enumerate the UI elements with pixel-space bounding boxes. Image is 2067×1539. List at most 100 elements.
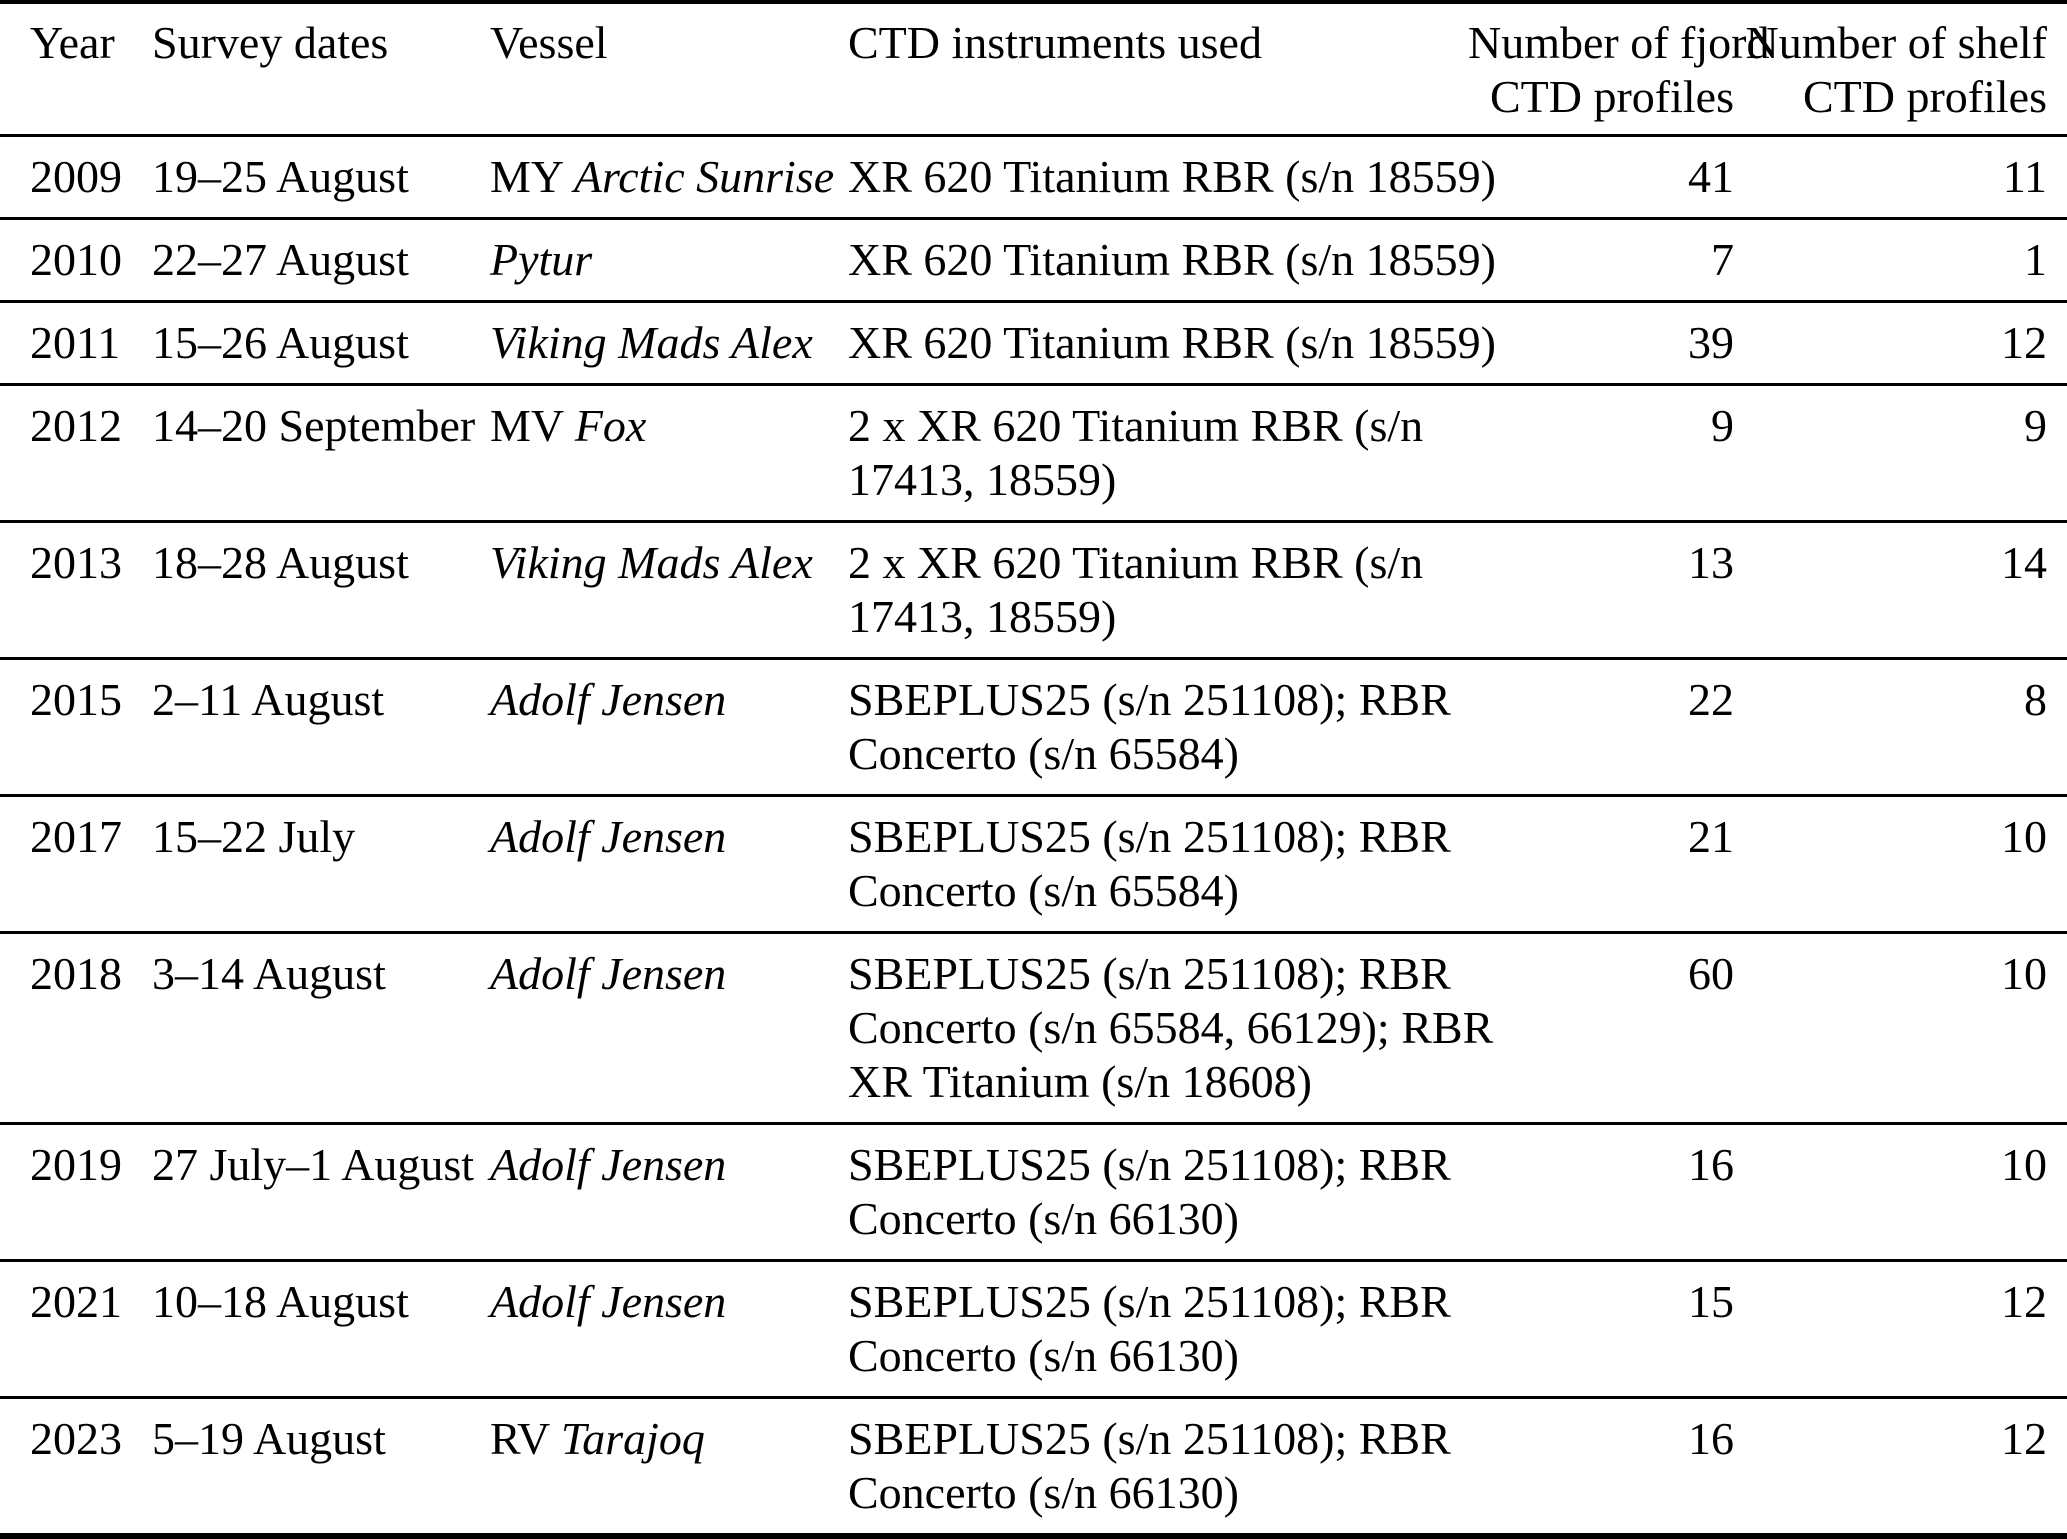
instruments-cell: SBEPLUS25 (s/n 251108); RBR Concerto (s/…	[848, 948, 1494, 1107]
vessel-cell: MV Fox	[490, 385, 848, 522]
vessel-name: Arctic Sunrise	[573, 151, 835, 202]
dates-cell: 10–18 August	[152, 1276, 409, 1327]
fjord-count-cell: 22	[1688, 674, 1734, 725]
vessel-cell: RV Tarajoq	[490, 1398, 848, 1537]
table-row: 2017 15–22 July Adolf Jensen SBEPLUS25 (…	[0, 796, 2067, 933]
table-row: 2010 22–27 August Pytur XR 620 Titanium …	[0, 219, 2067, 302]
vessel-name: Pytur	[490, 234, 593, 285]
fjord-count-cell: 16	[1688, 1139, 1734, 1190]
instruments-cell: XR 620 Titanium RBR (s/n 18559)	[848, 234, 1496, 285]
instruments-cell: SBEPLUS25 (s/n 251108); RBR Concerto (s/…	[848, 811, 1451, 916]
year-cell: 2010	[30, 234, 122, 285]
dates-cell: 15–22 July	[152, 811, 356, 862]
instruments-cell: SBEPLUS25 (s/n 251108); RBR Concerto (s/…	[848, 1276, 1451, 1381]
header-row: Year Survey dates Vessel CTD instruments…	[0, 2, 2067, 136]
instruments-cell: SBEPLUS25 (s/n 251108); RBR Concerto (s/…	[848, 1139, 1451, 1244]
col-header-ctd-instruments: CTD instruments used	[848, 17, 1262, 68]
shelf-count-cell: 12	[2001, 1276, 2047, 1327]
year-cell: 2012	[30, 400, 122, 451]
fjord-count-cell: 60	[1688, 948, 1734, 999]
vessel-cell: Adolf Jensen	[490, 1124, 848, 1261]
shelf-count-cell: 10	[2001, 948, 2047, 999]
year-cell: 2018	[30, 948, 122, 999]
vessel-name: Adolf Jensen	[490, 948, 727, 999]
shelf-count-cell: 12	[2001, 1413, 2047, 1464]
vessel-cell: Adolf Jensen	[490, 796, 848, 933]
vessel-name: Adolf Jensen	[490, 674, 727, 725]
fjord-count-cell: 39	[1688, 317, 1734, 368]
fjord-count-cell: 41	[1688, 151, 1734, 202]
col-header-vessel: Vessel	[490, 17, 608, 68]
vessel-name: Viking Mads Alex	[490, 537, 813, 588]
dates-cell: 27 July–1 August	[152, 1139, 475, 1190]
year-cell: 2017	[30, 811, 122, 862]
dates-cell: 14–20 September	[152, 400, 476, 451]
shelf-count-cell: 9	[2024, 400, 2047, 451]
vessel-cell: Adolf Jensen	[490, 1261, 848, 1398]
year-cell: 2009	[30, 151, 122, 202]
col-header-year: Year	[30, 17, 115, 68]
instruments-cell: 2 x XR 620 Titanium RBR (s/n 17413, 1855…	[848, 400, 1424, 505]
vessel-prefix: MY	[490, 151, 574, 202]
table-row: 2011 15–26 August Viking Mads Alex XR 62…	[0, 302, 2067, 385]
shelf-count-cell: 11	[2002, 151, 2047, 202]
dates-cell: 15–26 August	[152, 317, 409, 368]
instruments-cell: XR 620 Titanium RBR (s/n 18559)	[848, 151, 1496, 202]
table-row: 2023 5–19 August RV Tarajoq SBEPLUS25 (s…	[0, 1398, 2067, 1537]
table-row: 2012 14–20 September MV Fox 2 x XR 620 T…	[0, 385, 2067, 522]
vessel-cell: Adolf Jensen	[490, 659, 848, 796]
vessel-cell: MY Arctic Sunrise	[490, 136, 848, 219]
vessel-cell: Viking Mads Alex	[490, 302, 848, 385]
table-body: 2009 19–25 August MY Arctic Sunrise XR 6…	[0, 136, 2067, 1537]
year-cell: 2019	[30, 1139, 122, 1190]
vessel-cell: Viking Mads Alex	[490, 522, 848, 659]
dates-cell: 18–28 August	[152, 537, 409, 588]
year-cell: 2021	[30, 1276, 122, 1327]
col-header-survey-dates: Survey dates	[152, 17, 389, 68]
fjord-count-cell: 13	[1688, 537, 1734, 588]
vessel-name: Adolf Jensen	[490, 811, 727, 862]
col-header-shelf-profiles: Number of shelf CTD profiles	[1745, 17, 2047, 122]
dates-cell: 22–27 August	[152, 234, 409, 285]
table-row: 2021 10–18 August Adolf Jensen SBEPLUS25…	[0, 1261, 2067, 1398]
table-row: 2015 2–11 August Adolf Jensen SBEPLUS25 …	[0, 659, 2067, 796]
shelf-count-cell: 14	[2001, 537, 2047, 588]
instruments-cell: SBEPLUS25 (s/n 251108); RBR Concerto (s/…	[848, 674, 1451, 779]
shelf-count-cell: 8	[2024, 674, 2047, 725]
shelf-count-cell: 10	[2001, 811, 2047, 862]
table-row: 2013 18–28 August Viking Mads Alex 2 x X…	[0, 522, 2067, 659]
year-cell: 2015	[30, 674, 122, 725]
fjord-count-cell: 16	[1688, 1413, 1734, 1464]
table-row: 2009 19–25 August MY Arctic Sunrise XR 6…	[0, 136, 2067, 219]
fjord-count-cell: 7	[1711, 234, 1734, 285]
vessel-prefix: MV	[490, 400, 575, 451]
vessel-name: Fox	[574, 400, 647, 451]
col-header-fjord-profiles: Number of fjord CTD profiles	[1468, 17, 1770, 122]
dates-cell: 3–14 August	[152, 948, 386, 999]
shelf-count-cell: 10	[2001, 1139, 2047, 1190]
year-cell: 2023	[30, 1413, 122, 1464]
table-row: 2019 27 July–1 August Adolf Jensen SBEPL…	[0, 1124, 2067, 1261]
vessel-name: Viking Mads Alex	[490, 317, 813, 368]
fjord-count-cell: 9	[1711, 400, 1734, 451]
vessel-cell: Pytur	[490, 219, 848, 302]
instruments-cell: SBEPLUS25 (s/n 251108); RBR Concerto (s/…	[848, 1413, 1451, 1518]
shelf-count-cell: 1	[2024, 234, 2047, 285]
vessel-name: Adolf Jensen	[490, 1276, 727, 1327]
table-header: Year Survey dates Vessel CTD instruments…	[0, 2, 2067, 136]
dates-cell: 2–11 August	[152, 674, 385, 725]
instruments-cell: 2 x XR 620 Titanium RBR (s/n 17413, 1855…	[848, 537, 1424, 642]
shelf-count-cell: 12	[2001, 317, 2047, 368]
vessel-name: Adolf Jensen	[490, 1139, 727, 1190]
fjord-count-cell: 15	[1688, 1276, 1734, 1327]
instruments-cell: XR 620 Titanium RBR (s/n 18559)	[848, 317, 1496, 368]
year-cell: 2011	[30, 317, 121, 368]
fjord-count-cell: 21	[1688, 811, 1734, 862]
dates-cell: 5–19 August	[152, 1413, 386, 1464]
vessel-cell: Adolf Jensen	[490, 933, 848, 1124]
dates-cell: 19–25 August	[152, 151, 409, 202]
table-row: 2018 3–14 August Adolf Jensen SBEPLUS25 …	[0, 933, 2067, 1124]
vessel-name: Tarajoq	[560, 1413, 705, 1464]
vessel-prefix: RV	[490, 1413, 561, 1464]
